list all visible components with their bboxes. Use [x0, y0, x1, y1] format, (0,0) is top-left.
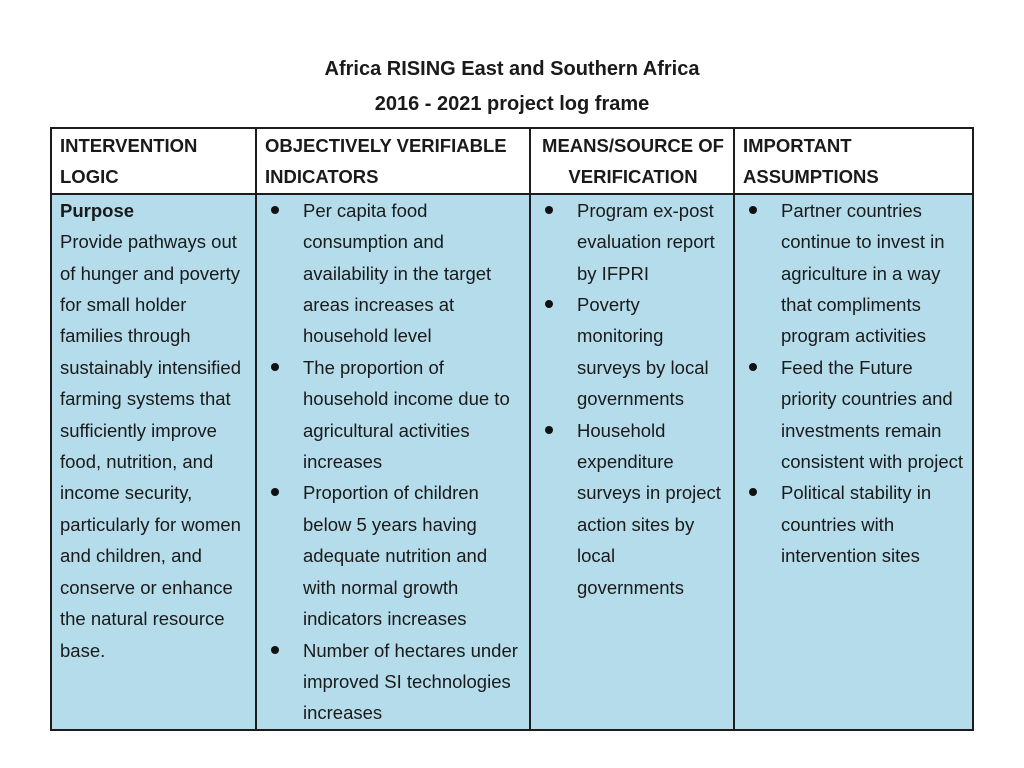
list-item: Feed the Future priority countries and i…	[743, 352, 966, 478]
bullet-icon	[271, 362, 279, 371]
log-frame-table: INTERVENTION LOGIC OBJECTIVELY VERIFIABL…	[50, 127, 974, 731]
document-title: Africa RISING East and Southern Africa 2…	[0, 52, 1024, 122]
list-item: Program ex-post evaluation report by IFP…	[539, 195, 727, 289]
indicator-text: The proportion of household income due t…	[303, 356, 510, 473]
assumptions-cell: Partner countries continue to invest in …	[733, 192, 974, 731]
verification-cell: Program ex-post evaluation report by IFP…	[529, 192, 735, 731]
indicators-cell: Per capita food consumption and availabi…	[255, 192, 531, 731]
bullet-icon	[749, 205, 757, 214]
bullet-icon	[545, 205, 553, 214]
purpose-text: Provide pathways out of hunger and pover…	[60, 231, 241, 661]
list-item: Number of hectares under improved SI tec…	[265, 635, 523, 729]
header-row: INTERVENTION LOGIC OBJECTIVELY VERIFIABL…	[50, 127, 974, 195]
indicator-text: Number of hectares under improved SI tec…	[303, 639, 518, 724]
list-item: Political stability in countries with in…	[743, 477, 966, 571]
assumption-text: Political stability in countries with in…	[781, 482, 932, 567]
indicator-text: Proportion of children below 5 years hav…	[303, 482, 488, 630]
bullet-icon	[749, 488, 757, 497]
purpose-label: Purpose	[60, 199, 135, 221]
bullet-icon	[545, 425, 553, 434]
header-indicators: OBJECTIVELY VERIFIABLE INDICATORS	[255, 127, 531, 195]
header-assumptions: IMPORTANT ASSUMPTIONS	[733, 127, 974, 195]
table-row: Purpose Provide pathways out of hunger a…	[50, 192, 974, 731]
list-item: Per capita food consumption and availabi…	[265, 195, 523, 352]
list-item: Household expenditure surveys in project…	[539, 415, 727, 603]
assumption-text: Partner countries continue to invest in …	[781, 199, 945, 347]
list-item: The proportion of household income due t…	[265, 352, 523, 478]
header-verification: MEANS/SOURCE OF VERIFICATION	[529, 127, 735, 195]
list-item: Partner countries continue to invest in …	[743, 195, 966, 352]
bullet-icon	[545, 300, 553, 309]
verification-text: Poverty monitoring surveys by local gove…	[577, 294, 709, 410]
bullet-icon	[271, 205, 279, 214]
indicators-list: Per capita food consumption and availabi…	[265, 195, 523, 729]
bullet-icon	[271, 645, 279, 654]
bullet-icon	[749, 362, 757, 371]
intervention-logic-cell: Purpose Provide pathways out of hunger a…	[50, 192, 257, 731]
verification-text: Household expenditure surveys in project…	[577, 419, 721, 598]
verification-list: Program ex-post evaluation report by IFP…	[539, 195, 727, 603]
bullet-icon	[271, 488, 279, 497]
list-item: Proportion of children below 5 years hav…	[265, 477, 523, 634]
title-line-2: 2016 - 2021 project log frame	[374, 93, 650, 115]
list-item: Poverty monitoring surveys by local gove…	[539, 289, 727, 415]
indicator-text: Per capita food consumption and availabi…	[303, 199, 492, 347]
assumptions-list: Partner countries continue to invest in …	[743, 195, 966, 572]
assumption-text: Feed the Future priority countries and i…	[781, 356, 964, 473]
title-line-1: Africa RISING East and Southern Africa	[324, 58, 700, 80]
verification-text: Program ex-post evaluation report by IFP…	[577, 199, 715, 284]
header-intervention-logic: INTERVENTION LOGIC	[50, 127, 257, 195]
